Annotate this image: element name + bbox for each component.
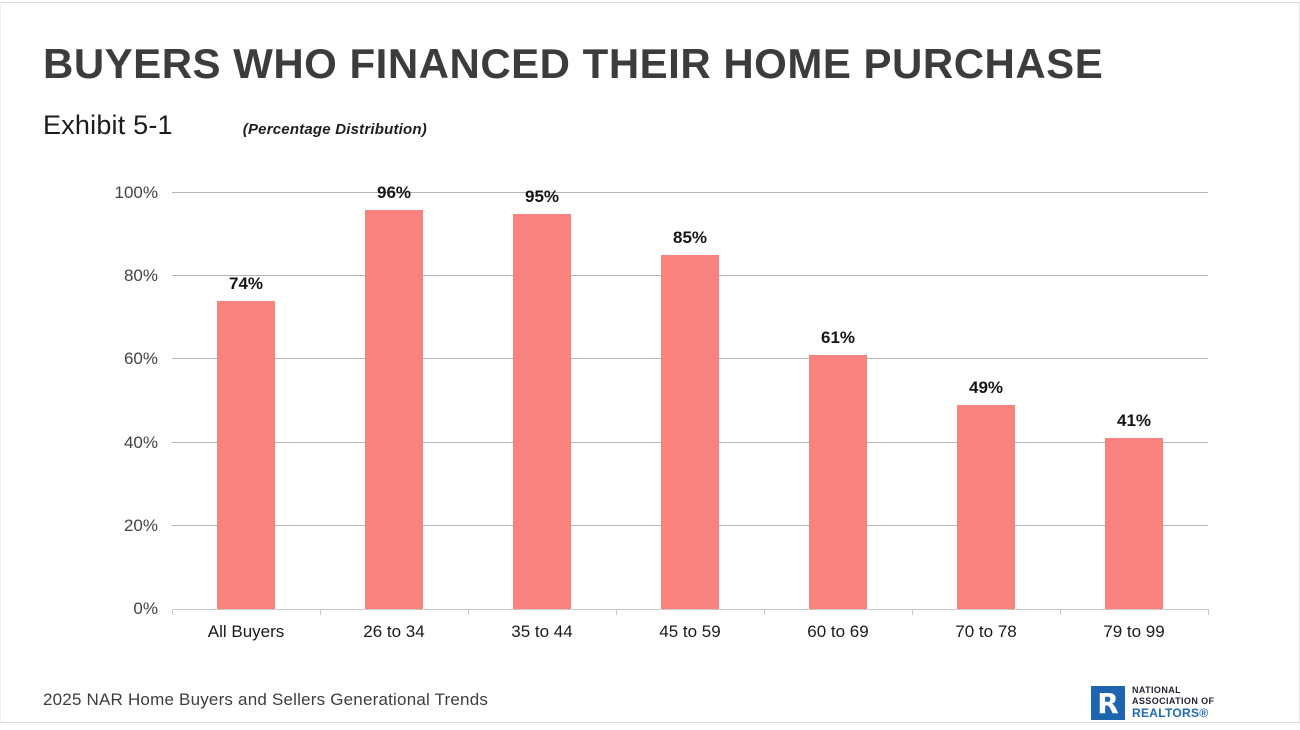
x-axis-tick xyxy=(1208,609,1209,615)
x-axis-category-label: 45 to 59 xyxy=(659,622,721,641)
nar-logo-line3: REALTORS® xyxy=(1132,706,1209,720)
bar-35-to-44 xyxy=(513,214,571,609)
nar-logo-line1: NATIONAL xyxy=(1132,685,1182,695)
y-axis-tick-label: 80% xyxy=(123,266,158,286)
x-axis-tick xyxy=(320,609,321,615)
x-axis-tick xyxy=(912,609,913,615)
x-axis-tick xyxy=(1060,609,1061,615)
nar-block-r-icon: R xyxy=(1091,685,1125,720)
x-axis-category-label: 35 to 44 xyxy=(511,622,573,641)
x-axis-tick xyxy=(616,609,617,615)
x-axis-category-label: 60 to 69 xyxy=(807,622,869,641)
y-axis-tick-label: 60% xyxy=(123,349,158,369)
svg-text:R: R xyxy=(1097,687,1119,720)
bar-value-label: 95% xyxy=(524,187,560,206)
nar-logo-text: NATIONAL ASSOCIATION OF REALTORS® xyxy=(1132,685,1214,720)
x-axis-tick xyxy=(764,609,765,615)
page-title: BUYERS WHO FINANCED THEIR HOME PURCHASE xyxy=(43,40,1104,87)
bar-value-label: 96% xyxy=(376,183,412,202)
bar-value-label: 61% xyxy=(820,328,856,347)
x-axis-tick xyxy=(468,609,469,615)
y-axis-tick-label: 40% xyxy=(123,432,158,452)
y-axis-tick-label: 0% xyxy=(133,599,158,618)
bar-70-to-78 xyxy=(957,405,1015,609)
nar-logo-line2: ASSOCIATION OF xyxy=(1132,696,1215,706)
bar-all-buyers xyxy=(217,301,275,609)
x-axis-category-label: 70 to 78 xyxy=(955,622,1017,641)
chart-subtitle: (Percentage Distribution) xyxy=(242,121,427,138)
bar-chart-plot-area: 0% 20% 40% 60% 80% 100% 74% All Buyers 96% 26 to … xyxy=(115,183,1209,641)
x-axis-tick xyxy=(172,609,173,615)
subtitle-row: Exhibit 5-1 (Percentage Distribution) xyxy=(43,110,427,141)
bar-60-to-69 xyxy=(809,355,867,609)
bar-value-label: 49% xyxy=(968,378,1004,397)
x-axis-category-label: 79 to 99 xyxy=(1103,622,1165,641)
bar-26-to-34 xyxy=(365,210,423,609)
gridline-100 xyxy=(172,192,1208,193)
x-axis-category-label: All Buyers xyxy=(207,622,285,641)
bar-value-label: 85% xyxy=(672,228,708,247)
x-axis-line xyxy=(172,609,1208,610)
bar-value-label: 41% xyxy=(1116,411,1152,430)
y-axis-tick-label: 100% xyxy=(114,183,158,202)
exhibit-label: Exhibit 5-1 xyxy=(43,110,173,140)
y-axis-tick-label: 20% xyxy=(123,515,158,535)
bar-45-to-59 xyxy=(661,255,719,609)
bar-value-label: 74% xyxy=(228,274,264,293)
bar-79-to-99 xyxy=(1105,438,1163,609)
x-axis-category-label: 26 to 34 xyxy=(363,622,425,641)
source-text: 2025 NAR Home Buyers and Sellers Generat… xyxy=(43,690,489,709)
nar-logo: R NATIONAL ASSOCIATION OF REALTORS® xyxy=(1091,685,1214,720)
